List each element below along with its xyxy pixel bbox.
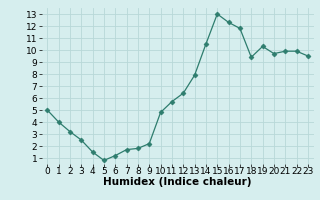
X-axis label: Humidex (Indice chaleur): Humidex (Indice chaleur) (103, 177, 252, 187)
